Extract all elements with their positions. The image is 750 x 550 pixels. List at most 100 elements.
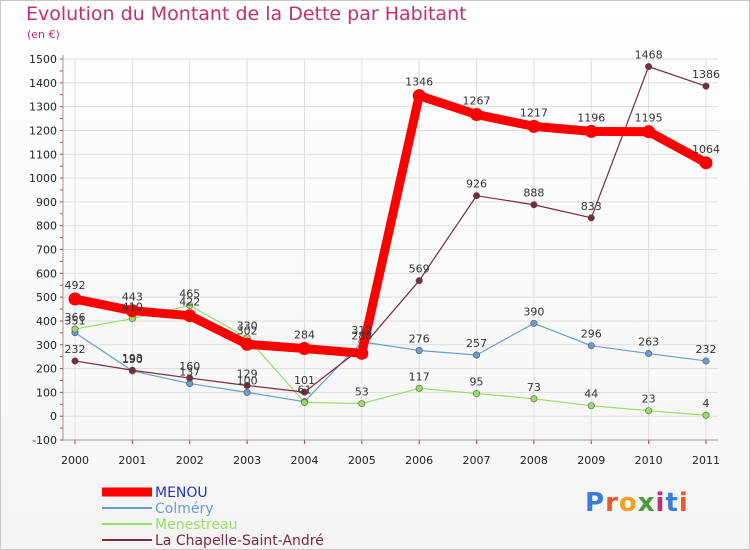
logo-letter: o	[618, 488, 638, 518]
x-tick-label: 2005	[348, 454, 376, 467]
x-tick-label: 2010	[635, 454, 663, 467]
data-label-colm-ry: 232	[696, 343, 717, 356]
data-label-colm-ry: 257	[466, 337, 487, 350]
data-label-la-chapelle-saint-andr: 193	[122, 352, 143, 365]
x-tick-label: 2002	[176, 454, 204, 467]
data-point-menou	[470, 107, 484, 121]
data-label-la-chapelle-saint-andr: 129	[237, 367, 258, 380]
data-label-menou: 422	[179, 296, 200, 309]
data-label-menestreau: 44	[584, 388, 598, 401]
data-label-menou: 1064	[692, 143, 720, 156]
y-tick-label: 1000	[29, 172, 57, 185]
data-point-colm-ry	[473, 351, 481, 359]
data-point-menestreau	[587, 402, 595, 410]
data-label-menestreau: 330	[237, 320, 258, 333]
data-label-menestreau: 117	[409, 370, 430, 383]
proxiti-logo: Proxiti	[585, 488, 689, 518]
data-point-la-chapelle-saint-andr	[300, 388, 308, 396]
data-labels: 492 443 422 302 284 1346 1267 1217 1196 1195 1064 3…	[65, 49, 721, 411]
data-point-colm-ry	[587, 342, 595, 350]
data-point-la-chapelle-saint-andr	[71, 357, 79, 365]
data-point-menou	[240, 337, 254, 351]
y-tick-label: 800	[36, 220, 57, 233]
data-point-menestreau	[645, 407, 653, 415]
data-label-menestreau: 366	[65, 311, 86, 324]
data-label-menou: 1346	[405, 76, 433, 89]
data-label-menestreau: 95	[470, 376, 484, 389]
series-line-menestreau	[74, 304, 707, 416]
series-line-la-chapelle-saint-andr	[74, 66, 707, 393]
y-tick-label: 500	[36, 291, 57, 304]
data-label-menou: 1196	[577, 111, 605, 124]
series-line-menou	[70, 91, 711, 358]
x-tick-label: 2009	[577, 454, 605, 467]
logo-letter: x	[637, 488, 656, 518]
x-tick-label: 2006	[405, 454, 433, 467]
data-point-la-chapelle-saint-andr	[702, 82, 710, 90]
logo-letter: r	[605, 488, 619, 518]
logo-letter: t	[665, 488, 679, 518]
chart-title: Evolution du Montant de la Dette par Hab…	[26, 3, 467, 25]
data-label-la-chapelle-saint-andr: 833	[581, 200, 602, 213]
data-label-menestreau: 23	[642, 393, 656, 406]
data-label-menou: 1217	[520, 106, 548, 119]
y-tick-label: 900	[36, 196, 57, 209]
x-tick-label: 2011	[692, 454, 720, 467]
data-label-menestreau: 73	[527, 381, 541, 394]
data-label-colm-ry: 61	[297, 384, 311, 397]
data-label-colm-ry: 100	[237, 374, 258, 387]
data-point-menou	[297, 342, 311, 356]
data-label-la-chapelle-saint-andr: 1468	[635, 49, 663, 62]
y-tick-label: 600	[36, 267, 57, 280]
y-tick-label: 200	[36, 363, 57, 376]
logo-letter: P	[585, 488, 606, 518]
data-point-la-chapelle-saint-andr	[243, 381, 251, 389]
data-point-colm-ry	[702, 357, 710, 365]
data-label-la-chapelle-saint-andr: 1386	[692, 68, 720, 81]
series-layer	[68, 63, 713, 419]
y-tick-label: 100	[36, 386, 57, 399]
y-tick-label: 1100	[29, 148, 57, 161]
data-point-menou	[355, 346, 369, 360]
y-tick-label: -100	[32, 434, 57, 447]
data-label-la-chapelle-saint-andr: 569	[409, 263, 430, 276]
legend-label: MENOU	[155, 485, 208, 501]
legend-label: Colméry	[155, 501, 214, 517]
y-tick-label: 300	[36, 339, 57, 352]
data-label-la-chapelle-saint-andr: 888	[523, 187, 544, 200]
data-point-la-chapelle-saint-andr	[473, 192, 481, 200]
data-label-menestreau: 465	[179, 287, 200, 300]
data-point-menestreau	[71, 325, 79, 333]
data-point-menou	[125, 304, 139, 318]
x-tick-label: 2000	[61, 454, 89, 467]
y-tick-label: 700	[36, 244, 57, 257]
data-point-la-chapelle-saint-andr	[415, 277, 423, 285]
data-point-menestreau	[473, 390, 481, 398]
data-point-menou	[412, 89, 426, 103]
data-point-la-chapelle-saint-andr	[530, 201, 538, 209]
data-label-colm-ry: 137	[179, 366, 200, 379]
data-point-menou	[642, 125, 656, 139]
axes: -100 0 100 200 300 400 500 600 700 800 900 1000 1100…	[29, 53, 720, 467]
data-label-menestreau: 4	[703, 397, 710, 410]
data-point-menou	[584, 124, 598, 138]
logo-letter: i	[655, 488, 666, 518]
data-label-colm-ry: 296	[581, 328, 602, 341]
data-label-colm-ry: 276	[409, 332, 430, 345]
data-point-menou	[68, 292, 82, 306]
x-tick-label: 2003	[233, 454, 261, 467]
data-label-colm-ry: 190	[122, 353, 143, 366]
data-point-menestreau	[358, 400, 366, 408]
y-tick-label: 1200	[29, 124, 57, 137]
data-label-menestreau: 410	[122, 301, 143, 314]
data-label-colm-ry: 351	[65, 315, 86, 328]
data-label-menou: 302	[237, 324, 258, 337]
y-tick-label: 1300	[29, 101, 57, 114]
data-point-colm-ry	[415, 346, 423, 354]
y-tick-label: 1500	[29, 53, 57, 66]
y-tick-label: 1400	[29, 77, 57, 90]
data-label-colm-ry: 312	[351, 324, 372, 337]
chart-subtitle: (en €)	[27, 28, 60, 41]
